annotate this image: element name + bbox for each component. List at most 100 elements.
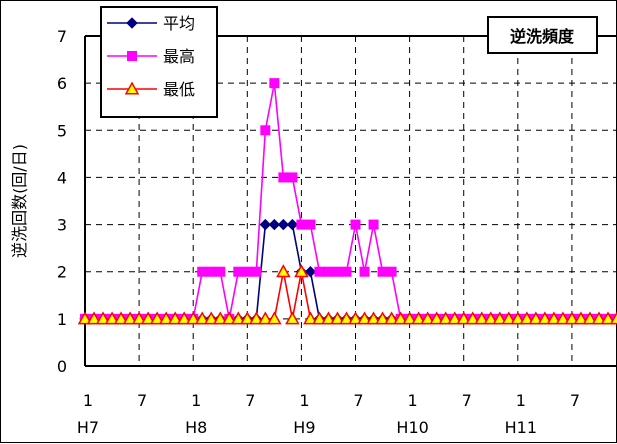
data-point-max [368, 219, 379, 230]
data-point-min [465, 311, 481, 325]
data-point-min [95, 311, 111, 325]
data-point-min [420, 311, 435, 325]
data-point-average [268, 218, 281, 231]
legend-box [100, 6, 218, 118]
data-point-max [233, 266, 244, 277]
data-point-min [510, 311, 526, 325]
data-point-max [305, 219, 316, 230]
series-line-min [85, 271, 617, 320]
data-point-min [312, 311, 327, 325]
data-point-min [249, 311, 264, 325]
data-point-max [323, 266, 334, 277]
data-point-max [206, 266, 217, 277]
data-point-min [609, 311, 617, 325]
y-tick-label: 6 [57, 74, 67, 93]
data-point-max [215, 266, 226, 277]
data-point-min [231, 311, 246, 325]
data-point-max [251, 266, 262, 277]
data-point-min [122, 311, 138, 325]
data-point-min [411, 311, 426, 325]
data-point-max [332, 266, 343, 277]
data-point-min [384, 311, 399, 325]
x-tick-month-label: 7 [462, 391, 472, 410]
data-point-max [269, 78, 280, 89]
data-point-min [357, 311, 372, 325]
data-point-min [321, 311, 336, 325]
data-point-min [600, 311, 616, 325]
data-point-min [194, 311, 210, 325]
legend-label: 最高 [163, 47, 195, 66]
data-point-min [375, 311, 390, 325]
data-point-min [330, 311, 345, 325]
x-tick-month-label: 1 [408, 391, 418, 410]
x-tick-year-label: H9 [293, 418, 315, 437]
x-tick-year-label: H8 [185, 418, 207, 437]
data-point-min [176, 311, 192, 325]
data-point-max [314, 266, 325, 277]
data-point-min [483, 311, 499, 325]
x-tick-month-label: 7 [353, 391, 363, 410]
x-tick-year-label: H7 [77, 418, 99, 437]
data-point-min [474, 311, 490, 325]
data-point-max [296, 219, 307, 230]
data-point-min [546, 311, 562, 325]
data-point-min [258, 311, 273, 325]
data-point-max [359, 266, 370, 277]
data-point-min [303, 311, 318, 325]
data-point-max [260, 125, 271, 136]
data-point-min [564, 311, 580, 325]
data-point-max [127, 51, 137, 61]
data-point-min [339, 311, 354, 325]
data-point-min [519, 311, 535, 325]
x-tick-month-label: 1 [83, 391, 93, 410]
data-point-average [126, 17, 138, 29]
data-point-min [276, 264, 291, 278]
data-point-min [221, 311, 237, 325]
data-point-max [278, 172, 289, 183]
data-point-min [429, 311, 444, 325]
data-point-min [555, 311, 571, 325]
data-point-average [286, 218, 299, 231]
data-point-average [259, 218, 272, 231]
data-point-min [537, 311, 553, 325]
data-point-min [267, 311, 282, 325]
data-point-max [377, 266, 388, 277]
x-tick-year-label: H11 [505, 418, 537, 437]
y-tick-label: 3 [57, 216, 67, 235]
data-point-min [113, 311, 129, 325]
title-box [487, 16, 598, 54]
data-point-min [77, 311, 93, 325]
data-point-min [124, 81, 140, 95]
data-point-min [203, 311, 219, 325]
data-point-min [438, 311, 453, 325]
x-tick-month-label: 7 [245, 391, 255, 410]
series-line-max [85, 82, 617, 320]
data-point-max [386, 266, 397, 277]
data-point-min [456, 311, 471, 325]
data-point-min [591, 311, 607, 325]
data-point-max [197, 266, 208, 277]
data-point-min [140, 311, 156, 325]
y-tick-label: 0 [57, 357, 67, 376]
data-point-min [285, 311, 300, 325]
y-tick-label: 2 [57, 263, 67, 282]
data-point-max [341, 266, 352, 277]
legend-label: 平均 [163, 14, 195, 33]
data-point-min [366, 311, 381, 325]
x-tick-month-label: 1 [299, 391, 309, 410]
data-point-min [447, 311, 462, 325]
data-point-min [294, 264, 309, 278]
data-point-min [528, 311, 544, 325]
data-point-min [104, 311, 120, 325]
data-point-max [242, 266, 253, 277]
data-point-average [277, 218, 290, 231]
x-tick-month-label: 1 [191, 391, 201, 410]
data-point-min [212, 311, 228, 325]
data-point-min [501, 311, 517, 325]
data-point-min [573, 311, 589, 325]
data-point-min [167, 311, 183, 325]
data-point-min [240, 311, 255, 325]
data-point-min [158, 311, 174, 325]
